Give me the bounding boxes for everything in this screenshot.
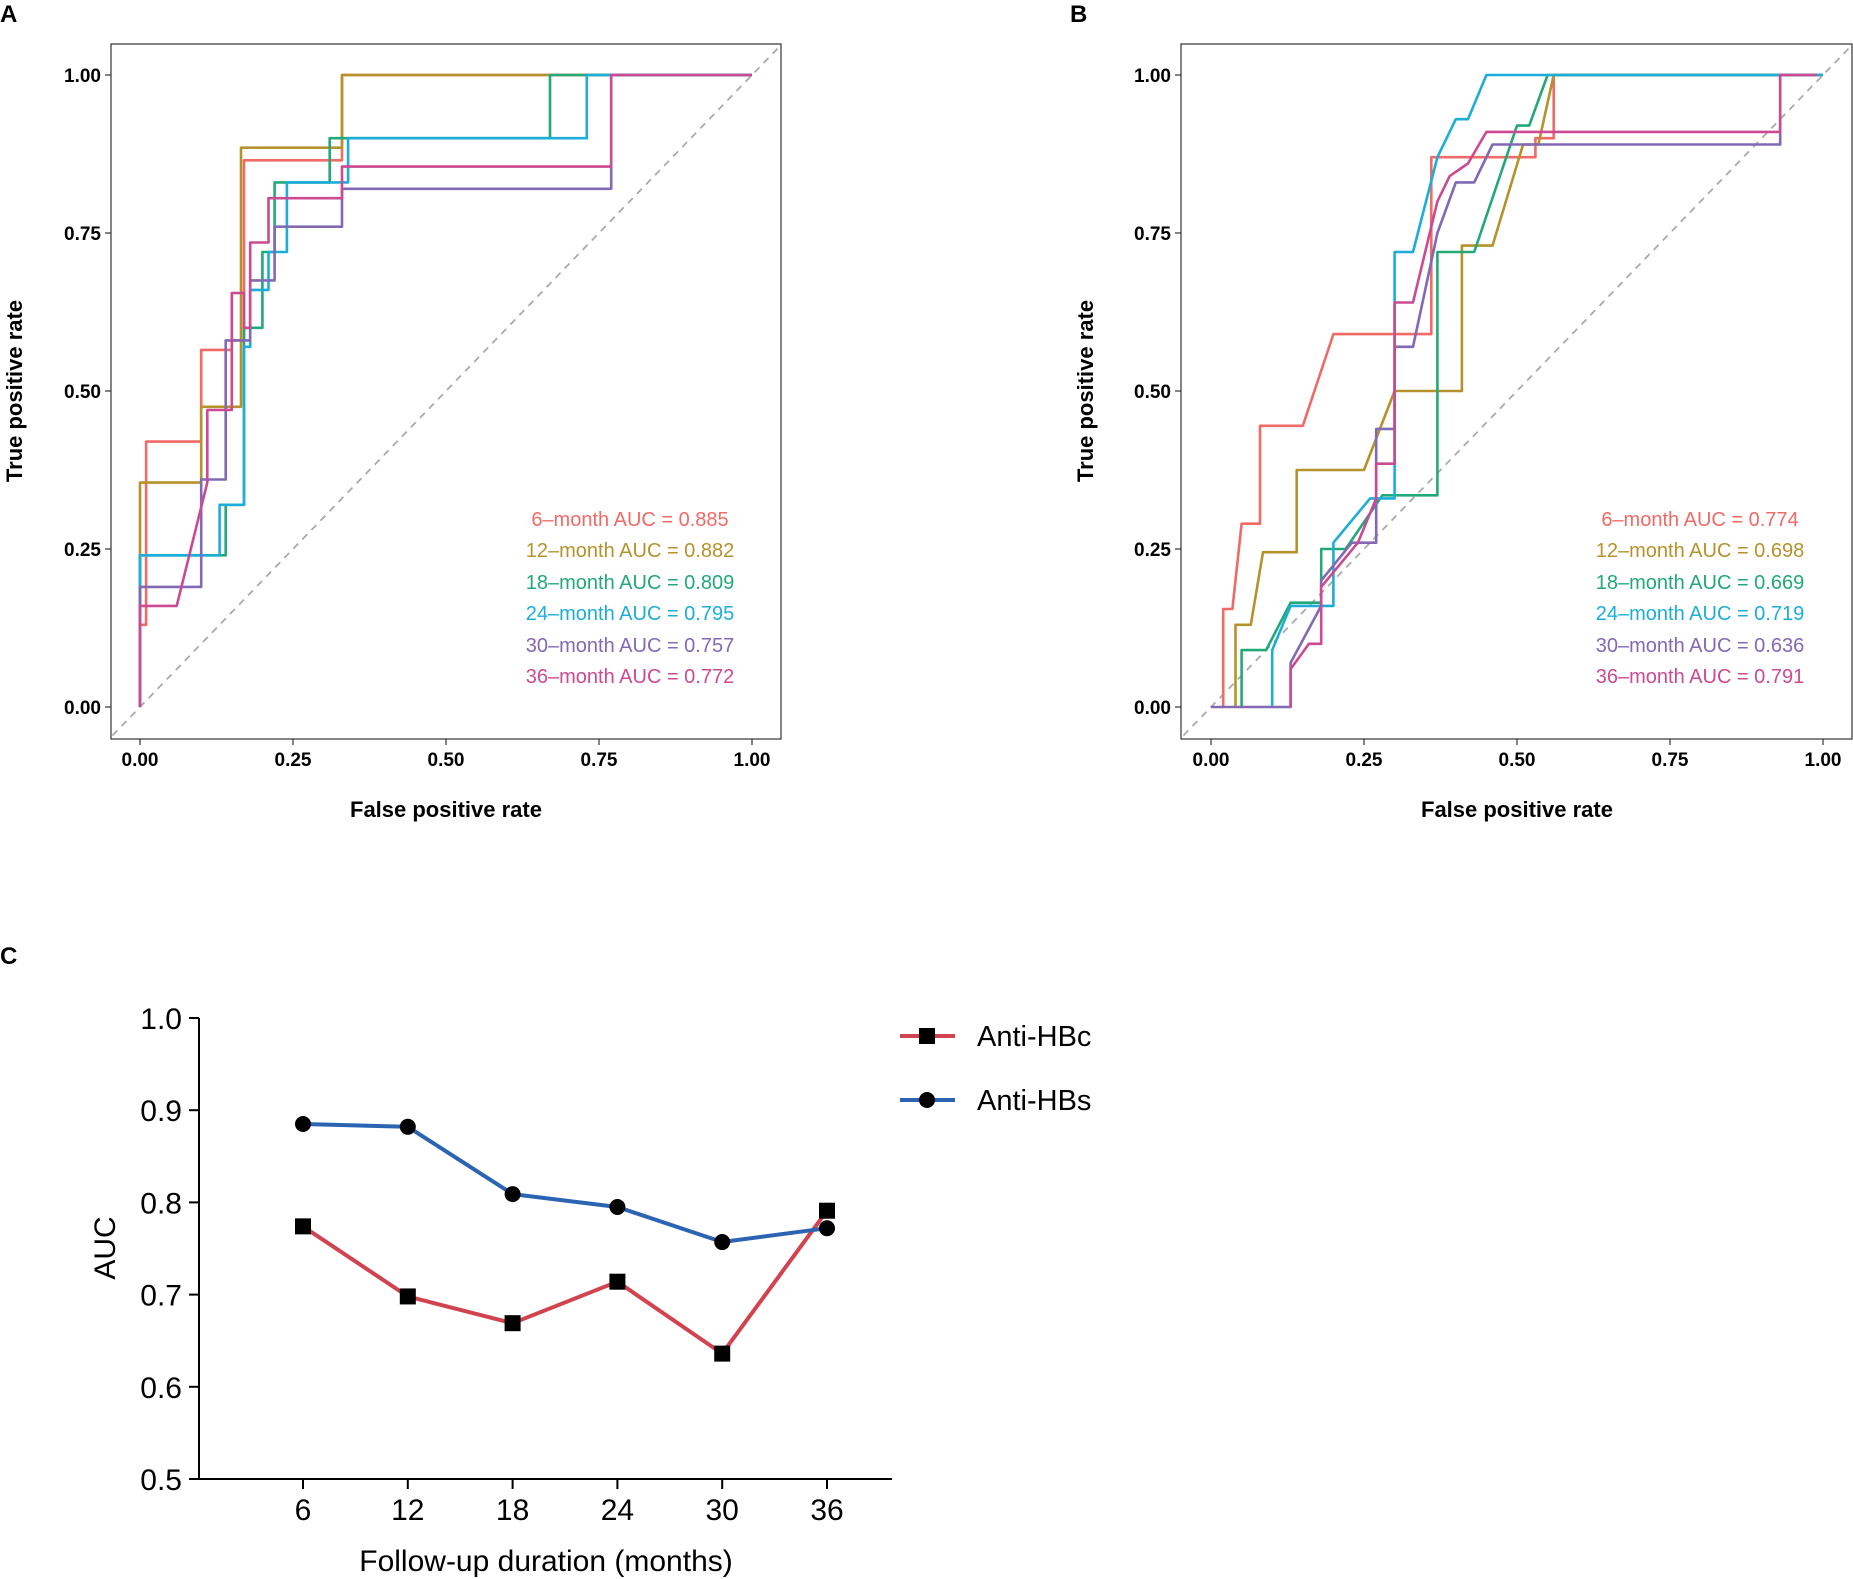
legend-label-anti-hbc: Anti-HBc <box>977 1021 1091 1053</box>
y-tick-label: 0.50 <box>1134 382 1171 403</box>
roc-curve-18-month <box>1240 73 1823 707</box>
legend-entry-30-month: 30–month AUC = 0.636 <box>1596 635 1804 657</box>
reference-diagonal-a <box>111 45 781 737</box>
x-tick-label: 30 <box>706 1494 739 1527</box>
y-tick-label: 0.00 <box>64 698 101 719</box>
x-tick-label: 0.75 <box>1652 750 1689 771</box>
y-tick-labels-b: 0.00 0.25 0.50 0.75 1.00 <box>1134 66 1171 719</box>
legend-entry-30-month: 30–month AUC = 0.757 <box>526 635 734 657</box>
axis-ticks-a <box>105 74 753 745</box>
x-tick-label: 0.00 <box>1193 750 1230 771</box>
roc-curve-12-month <box>138 73 752 707</box>
y-tick-label: 0.6 <box>140 1372 182 1405</box>
data-point-anti-hbc <box>399 1288 416 1305</box>
y-tick-labels-c: 0.5 0.6 0.7 0.8 0.9 1.0 <box>140 1003 182 1497</box>
panel-label-c: C <box>0 943 17 970</box>
x-axis-title-b: False positive rate <box>1421 797 1613 822</box>
y-axis-title-b: True positive rate <box>1073 300 1098 482</box>
legend-entry-18-month: 18–month AUC = 0.669 <box>1596 572 1804 594</box>
legend-c: Anti-HBc Anti-HBs <box>900 1021 1091 1117</box>
y-tick-label: 1.00 <box>1134 66 1171 87</box>
legend-a: 6–month AUC = 0.885 12–month AUC = 0.882… <box>526 509 734 688</box>
y-tick-labels-a: 0.00 0.25 0.50 0.75 1.00 <box>64 66 101 719</box>
legend-entry-36-month: 36–month AUC = 0.791 <box>1596 666 1804 688</box>
x-tick-label: 0.75 <box>581 750 618 771</box>
y-axis-title-a: True positive rate <box>2 300 27 482</box>
x-tick-label: 1.00 <box>734 750 771 771</box>
roc-panel-a: A 0.00 0.25 0.50 0.75 1.00 0.00 0.25 0.5… <box>0 1 782 822</box>
y-tick-label: 0.7 <box>140 1280 182 1313</box>
legend-marker-square <box>919 1028 935 1044</box>
y-tick-label: 0.00 <box>1134 698 1171 719</box>
y-tick-label: 0.50 <box>64 382 101 403</box>
roc-curves-b <box>1211 73 1823 709</box>
y-tick-label: 0.25 <box>1134 540 1171 561</box>
x-tick-label: 18 <box>496 1494 529 1527</box>
y-tick-label: 0.75 <box>64 224 101 245</box>
legend-label-anti-hbs: Anti-HBs <box>977 1085 1091 1117</box>
data-point-anti-hbc <box>504 1315 521 1332</box>
data-point-anti-hbs <box>295 1116 311 1133</box>
roc-curves-a <box>138 73 752 707</box>
y-tick-label: 0.5 <box>140 1464 182 1497</box>
roc-curve-24-month <box>138 73 752 707</box>
x-tick-label: 0.50 <box>1499 750 1536 771</box>
panel-label-a: A <box>0 1 17 28</box>
data-point-anti-hbs <box>819 1220 835 1237</box>
auc-line-anti-hbs <box>302 1122 828 1244</box>
roc-curve-6-month <box>1221 73 1823 707</box>
auc-panel-c: C 0.5 0.6 0.7 0.8 0.9 1.0 6 12 18 24 30 … <box>0 943 1091 1578</box>
x-tick-labels-a: 0.00 0.25 0.50 0.75 1.00 <box>122 750 771 771</box>
axis-ticks-c <box>189 1017 828 1489</box>
x-tick-label: 12 <box>391 1494 424 1527</box>
data-point-anti-hbc <box>295 1218 311 1235</box>
roc-curve-36-month <box>1289 73 1817 707</box>
y-tick-label: 0.75 <box>1134 224 1171 245</box>
x-tick-labels-b: 0.00 0.25 0.50 0.75 1.00 <box>1193 750 1842 771</box>
x-tick-labels-c: 6 12 18 24 30 36 <box>295 1494 844 1527</box>
legend-entry-6-month: 6–month AUC = 0.885 <box>531 509 728 531</box>
axis-ticks-b <box>1175 74 1824 745</box>
data-point-anti-hbs <box>399 1118 416 1135</box>
x-tick-label: 1.00 <box>1805 750 1842 771</box>
y-tick-label: 0.8 <box>140 1187 182 1220</box>
legend-entry-24-month: 24–month AUC = 0.795 <box>526 603 734 625</box>
y-axis-title-c: AUC <box>89 1216 122 1279</box>
data-point-anti-hbs <box>609 1199 626 1216</box>
auc-line-anti-hbc <box>301 1209 829 1356</box>
legend-entry-36-month: 36–month AUC = 0.772 <box>526 666 734 688</box>
data-point-anti-hbs <box>714 1234 731 1251</box>
legend-entry-18-month: 18–month AUC = 0.809 <box>526 572 734 594</box>
y-tick-label: 0.25 <box>64 540 101 561</box>
reference-diagonal-b <box>1182 45 1852 737</box>
legend-entry-24-month: 24–month AUC = 0.719 <box>1596 603 1804 625</box>
y-tick-label: 1.0 <box>140 1003 182 1036</box>
x-axis-title-c: Follow-up duration (months) <box>359 1545 733 1578</box>
roc-panel-b: B 0.00 0.25 0.50 0.75 1.00 0.00 0.25 0.5… <box>1070 1 1853 822</box>
x-tick-label: 0.00 <box>122 750 159 771</box>
data-point-anti-hbc <box>714 1345 731 1362</box>
x-tick-label: 0.25 <box>1346 750 1383 771</box>
x-tick-label: 24 <box>601 1494 634 1527</box>
x-tick-label: 36 <box>810 1494 843 1527</box>
legend-marker-circle <box>919 1092 935 1108</box>
data-point-anti-hbc <box>819 1202 835 1219</box>
auc-series-c <box>295 1116 835 1362</box>
legend-entry-12-month: 12–month AUC = 0.882 <box>526 540 734 562</box>
panel-label-b: B <box>1070 1 1087 28</box>
legend-entry-6-month: 6–month AUC = 0.774 <box>1601 509 1798 531</box>
y-tick-label: 1.00 <box>64 66 101 87</box>
legend-b: 6–month AUC = 0.774 12–month AUC = 0.698… <box>1596 509 1804 688</box>
y-tick-label: 0.9 <box>140 1095 182 1128</box>
x-tick-label: 0.25 <box>275 750 312 771</box>
x-axis-title-a: False positive rate <box>350 797 542 822</box>
x-tick-label: 6 <box>295 1494 312 1527</box>
roc-curve-36-month <box>138 73 752 707</box>
data-point-anti-hbs <box>504 1186 521 1203</box>
legend-entry-12-month: 12–month AUC = 0.698 <box>1596 540 1804 562</box>
x-tick-label: 0.50 <box>428 750 465 771</box>
data-point-anti-hbc <box>609 1273 626 1290</box>
